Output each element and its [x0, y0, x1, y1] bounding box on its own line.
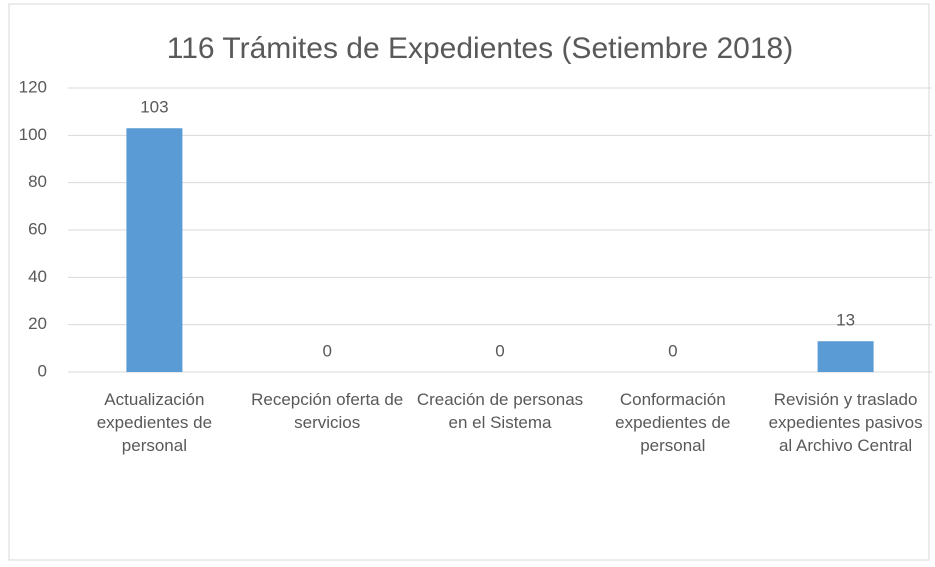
y-tick-label: 20 — [28, 314, 47, 333]
x-tick-label: Recepción oferta de servicios — [251, 390, 404, 432]
x-tick-label: Conformación expedientes de personal — [615, 390, 731, 455]
y-tick-label: 60 — [28, 219, 47, 238]
data-label: 13 — [836, 311, 855, 330]
data-label: 0 — [495, 341, 504, 360]
y-tick-label: 120 — [19, 77, 47, 96]
y-tick-label: 80 — [28, 172, 47, 191]
y-tick-label: 0 — [38, 361, 47, 380]
x-tick-label: Revisión y traslado expedientes pasivos … — [768, 390, 923, 455]
data-label: 103 — [140, 98, 168, 117]
x-tick-label: Creación de personas en el Sistema — [416, 390, 584, 432]
y-tick-label: 40 — [28, 267, 47, 286]
data-label: 0 — [668, 341, 677, 360]
y-tick-label: 100 — [19, 125, 47, 144]
bar — [817, 341, 874, 372]
data-label: 0 — [322, 341, 331, 360]
x-tick-label: Actualización expedientes de personal — [96, 390, 213, 455]
chart-title: 116 Trámites de Expedientes (Setiembre 2… — [167, 32, 793, 65]
bar — [126, 128, 183, 372]
